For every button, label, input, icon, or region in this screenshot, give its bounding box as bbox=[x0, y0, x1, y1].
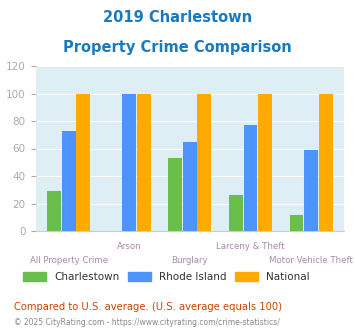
Text: Arson: Arson bbox=[117, 242, 142, 251]
Text: Property Crime Comparison: Property Crime Comparison bbox=[63, 40, 292, 54]
Text: Burglary: Burglary bbox=[171, 256, 208, 265]
Text: Motor Vehicle Theft: Motor Vehicle Theft bbox=[269, 256, 353, 265]
Text: All Property Crime: All Property Crime bbox=[30, 256, 108, 265]
Text: 2019 Charlestown: 2019 Charlestown bbox=[103, 10, 252, 25]
Bar bbox=[290, 214, 304, 231]
Bar bbox=[122, 93, 136, 231]
Bar bbox=[137, 93, 151, 231]
Bar bbox=[244, 125, 257, 231]
Bar bbox=[76, 93, 90, 231]
Text: © 2025 CityRating.com - https://www.cityrating.com/crime-statistics/: © 2025 CityRating.com - https://www.city… bbox=[14, 318, 280, 327]
Legend: Charlestown, Rhode Island, National: Charlestown, Rhode Island, National bbox=[23, 272, 310, 282]
Bar bbox=[229, 195, 243, 231]
Bar bbox=[197, 93, 212, 231]
Bar bbox=[319, 93, 333, 231]
Text: Compared to U.S. average. (U.S. average equals 100): Compared to U.S. average. (U.S. average … bbox=[14, 302, 282, 312]
Bar bbox=[168, 158, 182, 231]
Bar bbox=[183, 142, 197, 231]
Text: Larceny & Theft: Larceny & Theft bbox=[216, 242, 285, 251]
Bar bbox=[62, 131, 76, 231]
Bar bbox=[258, 93, 272, 231]
Bar bbox=[304, 150, 318, 231]
Bar bbox=[47, 191, 61, 231]
